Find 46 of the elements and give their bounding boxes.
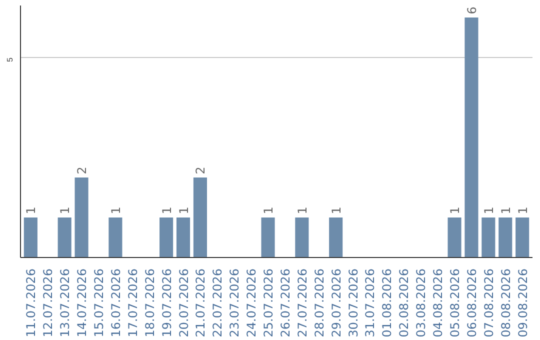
- x-tick-label: 09.08.2026: [516, 268, 530, 338]
- data-label: 2: [75, 166, 90, 174]
- x-tick-label: 29.07.2026: [329, 268, 344, 338]
- x-tick-label: 16.07.2026: [108, 268, 123, 338]
- data-label: 1: [262, 206, 276, 214]
- data-label: 6: [464, 6, 479, 14]
- x-tick-label: 12.07.2026: [41, 268, 56, 338]
- x-tick-label: 31.07.2026: [363, 268, 378, 338]
- x-tick-label: 27.07.2026: [295, 268, 310, 338]
- data-label: 1: [160, 206, 174, 214]
- x-tick-label: 07.08.2026: [482, 268, 496, 338]
- x-tick-label: 14.07.2026: [75, 268, 90, 338]
- x-tick-label: 17.07.2026: [126, 268, 140, 338]
- data-label: 1: [58, 206, 72, 214]
- x-tick-label: 19.07.2026: [160, 268, 174, 338]
- data-label: 1: [498, 206, 513, 214]
- x-tick-label: 23.07.2026: [228, 268, 242, 338]
- x-tick-label: 05.08.2026: [448, 268, 462, 338]
- data-label: 1: [108, 206, 123, 214]
- x-tick-label: 01.08.2026: [380, 268, 394, 338]
- x-tick-label: 15.07.2026: [92, 268, 106, 338]
- x-tick-label: 04.08.2026: [431, 268, 446, 338]
- x-tick-label: 25.07.2026: [262, 268, 276, 338]
- data-label: 1: [448, 206, 462, 214]
- x-tick-label: 28.07.2026: [312, 268, 326, 338]
- x-tick-label: 26.07.2026: [278, 268, 292, 338]
- x-tick-label: 11.07.2026: [24, 268, 38, 338]
- x-tick-label: 18.07.2026: [142, 268, 157, 338]
- x-tick-label: 21.07.2026: [194, 268, 208, 338]
- x-tick-label: 03.08.2026: [414, 268, 428, 338]
- x-tick-label: 22.07.2026: [210, 268, 225, 338]
- data-label: 1: [482, 206, 496, 214]
- x-tick-label: 08.08.2026: [498, 268, 513, 338]
- data-label: 1: [329, 206, 344, 214]
- data-label: 2: [194, 166, 208, 174]
- x-tick-label: 20.07.2026: [176, 268, 191, 338]
- y-tick-label: 5: [6, 56, 14, 62]
- x-tick-label: 06.08.2026: [464, 268, 479, 338]
- x-tick-label: 13.07.2026: [58, 268, 72, 338]
- data-label: 1: [516, 206, 530, 214]
- data-label: 1: [24, 206, 38, 214]
- x-tick-label: 30.07.2026: [346, 268, 360, 338]
- x-tick-label: 24.07.2026: [244, 268, 259, 338]
- x-tick-label: 02.08.2026: [397, 268, 412, 338]
- data-label: 1: [295, 206, 310, 214]
- data-label: 1: [176, 206, 191, 214]
